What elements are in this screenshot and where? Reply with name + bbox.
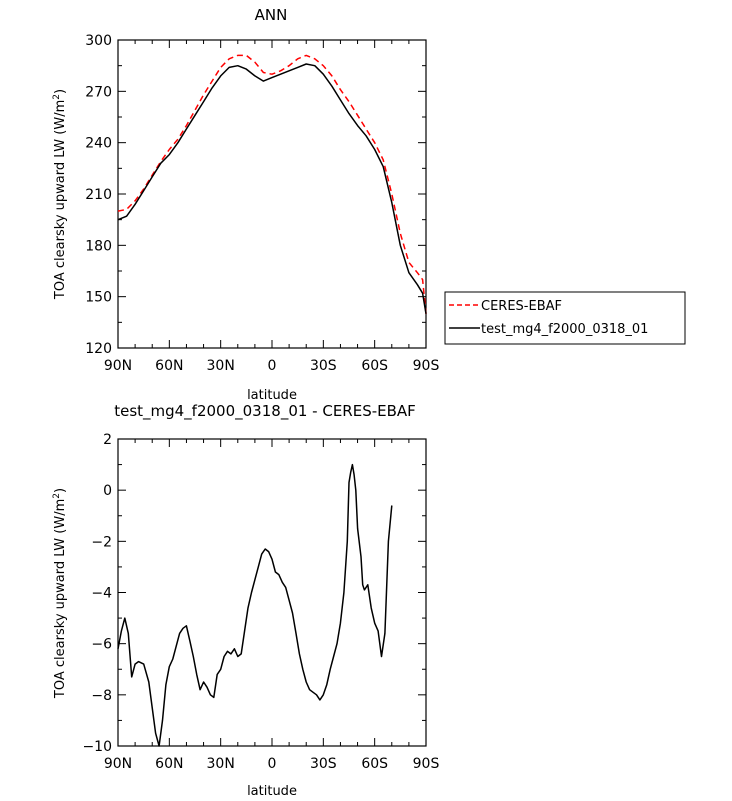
legend-label-ceres: CERES-EBAF (481, 299, 562, 314)
top-series (117, 54, 427, 314)
top-x-tick-label: 90S (413, 358, 440, 374)
top-x-tick-label: 90N (104, 358, 132, 374)
top-y-tick-label: 120 (85, 341, 112, 357)
top-x-tick-label: 60S (361, 358, 388, 374)
bottom-y-tick-label: −4 (91, 586, 112, 602)
bottom-title: test_mg4_f2000_0318_01 - CERES-EBAF (114, 402, 416, 421)
top-x-axis-label: latitude (247, 388, 297, 403)
bottom-y-tick-label: 2 (103, 432, 112, 448)
bottom-ticks (117, 438, 427, 747)
top-y-tick-labels: 120 150 180 210 240 270 300 (85, 33, 112, 357)
bottom-y-tick-label: −6 (91, 637, 112, 653)
bottom-x-tick-label: 0 (268, 756, 277, 772)
top-x-tick-labels: 90N 60N 30N 0 30S 60S 90S (104, 358, 440, 374)
top-x-tick-label: 60N (155, 358, 183, 374)
top-y-axis-label: TOA clearsky upward LW (W/m2) (52, 89, 68, 300)
bottom-y-axis-label: TOA clearsky upward LW (W/m2) (52, 488, 68, 699)
top-y-tick-label: 180 (85, 238, 112, 254)
bottom-x-tick-labels: 90N 60N 30N 0 30S 60S 90S (104, 756, 440, 772)
top-x-tick-label: 30N (207, 358, 235, 374)
top-series-line-ceres-ebaf (117, 54, 427, 314)
top-y-tick-label: 240 (85, 136, 112, 152)
bottom-y-tick-label: −2 (91, 534, 112, 550)
bottom-x-tick-label: 30S (310, 756, 337, 772)
legend: CERES-EBAF test_mg4_f2000_0318_01 (444, 291, 686, 345)
top-x-tick-label: 0 (268, 358, 277, 374)
bottom-x-tick-label: 60N (155, 756, 183, 772)
bottom-x-tick-label: 30N (207, 756, 235, 772)
bottom-y-tick-label: 0 (103, 483, 112, 499)
top-x-tick-label: 30S (310, 358, 337, 374)
top-plot-frame (117, 39, 427, 349)
bottom-series (117, 463, 393, 747)
top-y-tick-label: 210 (85, 187, 112, 203)
bottom-x-axis-label: latitude (247, 784, 297, 799)
legend-label-test: test_mg4_f2000_0318_01 (481, 322, 648, 337)
top-y-tick-label: 270 (85, 84, 112, 100)
bottom-panel: test_mg4_f2000_0318_01 - CERES-EBAF 90N 6… (52, 402, 439, 799)
top-title: ANN (255, 6, 288, 24)
bottom-y-tick-label: −8 (91, 688, 112, 704)
bottom-x-tick-label: 90S (413, 756, 440, 772)
top-y-tick-label: 150 (85, 290, 112, 306)
top-y-tick-label: 300 (85, 33, 112, 49)
bottom-y-tick-label: −10 (82, 739, 112, 755)
top-ticks (117, 39, 427, 349)
bottom-x-tick-label: 60S (361, 756, 388, 772)
bottom-x-tick-label: 90N (104, 756, 132, 772)
bottom-y-tick-labels: −10 −8 −6 −4 −2 0 2 (82, 432, 112, 755)
bottom-series-line-test (117, 463, 393, 747)
top-panel: ANN 90N 60N 30N 0 30S 60S 90S 120 150 180 210 240 2… (52, 6, 686, 403)
top-series-line-test (117, 63, 427, 314)
legend-box (444, 291, 686, 345)
